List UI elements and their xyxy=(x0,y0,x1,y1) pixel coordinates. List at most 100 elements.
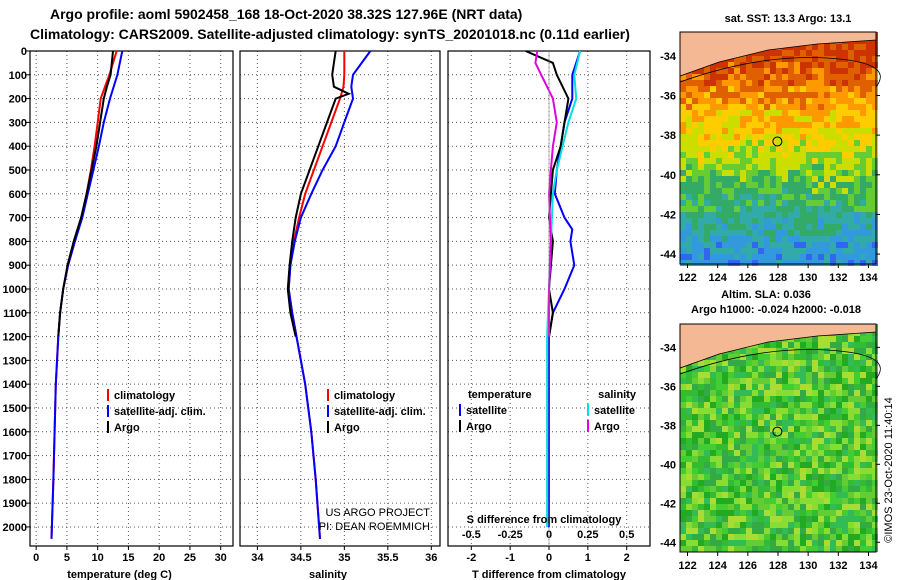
altimetry-map-cell xyxy=(740,360,746,366)
sal-legend-heading: salinity xyxy=(598,389,637,401)
sst-map-cell xyxy=(686,218,692,224)
sst-map-cell xyxy=(830,110,836,116)
altimetry-map-cell xyxy=(812,498,818,504)
sst-map-cell xyxy=(728,218,734,224)
temperature-profile-xtick-label: 25 xyxy=(184,552,196,564)
altimetry-map-cell xyxy=(836,390,842,396)
sst-map-cell xyxy=(860,224,866,230)
sst-map-cell xyxy=(680,218,686,224)
altimetry-map-cell xyxy=(770,480,776,486)
sst-map-cell xyxy=(692,134,698,140)
sst-map-cell xyxy=(710,128,716,134)
sst-map-cell xyxy=(680,164,686,170)
altimetry-map-cell xyxy=(818,432,824,438)
sst-map-cell xyxy=(716,74,722,80)
altimetry-map-cell xyxy=(866,528,872,534)
sst-map-cell xyxy=(764,140,770,146)
sst-map-cell xyxy=(794,170,800,176)
altimetry-map-cell xyxy=(782,378,788,384)
sst-map-cell xyxy=(800,56,806,62)
altimetry-map-cell xyxy=(830,420,836,426)
sst-map-cell xyxy=(812,62,818,68)
sst-map-cell xyxy=(848,128,854,134)
altimetry-map-cell xyxy=(740,438,746,444)
altimetry-map-cell xyxy=(860,516,866,522)
altimetry-map-cell xyxy=(872,408,878,414)
altimetry-map-cell xyxy=(824,414,830,420)
altimetry-map-cell xyxy=(776,420,782,426)
altimetry-map-cell xyxy=(704,528,710,534)
sst-map-cell xyxy=(842,86,848,92)
altimetry-map-cell xyxy=(830,522,836,528)
altimetry-map-cell xyxy=(740,504,746,510)
sst-map-cell xyxy=(782,146,788,152)
altimetry-map-cell xyxy=(734,366,740,372)
sst-map-cell xyxy=(800,128,806,134)
altimetry-map-cell xyxy=(848,444,854,450)
altimetry-map-cell xyxy=(806,486,812,492)
sst-map-cell xyxy=(776,218,782,224)
altimetry-map-cell xyxy=(848,336,854,342)
sst-map-cell xyxy=(872,116,878,122)
altimetry-map-cell xyxy=(842,396,848,402)
altimetry-map-cell xyxy=(758,474,764,480)
altimetry-map-cell xyxy=(704,384,710,390)
sst-map-cell xyxy=(872,236,878,242)
sst-map-cell xyxy=(758,158,764,164)
altimetry-map-cell xyxy=(752,438,758,444)
sst-map-cell xyxy=(764,98,770,104)
sst-map-cell xyxy=(686,74,692,80)
altimetry-map-cell xyxy=(800,378,806,384)
sst-map-cell xyxy=(806,176,812,182)
altimetry-map-cell xyxy=(710,426,716,432)
altimetry-map-cell xyxy=(800,462,806,468)
sst-map-cell xyxy=(848,212,854,218)
sst-map-cell xyxy=(764,248,770,254)
altimetry-map-cell xyxy=(812,432,818,438)
sst-map-cell xyxy=(710,206,716,212)
altimetry-map-cell xyxy=(704,360,710,366)
altimetry-map-cell xyxy=(752,426,758,432)
salinity-profile-legend-label: climatology xyxy=(334,390,396,402)
sst-map-cell xyxy=(788,206,794,212)
sst-map-cell xyxy=(746,74,752,80)
sst-map-cell xyxy=(704,194,710,200)
sst-map-cell xyxy=(698,230,704,236)
sst-map-cell xyxy=(752,194,758,200)
sst-map-cell xyxy=(704,122,710,128)
sst-map-cell xyxy=(824,68,830,74)
sst-map-cell xyxy=(794,242,800,248)
altimetry-map-cell xyxy=(794,468,800,474)
sst-map-cell xyxy=(824,224,830,230)
sst-map-cell xyxy=(860,86,866,92)
sst-map-cell xyxy=(824,152,830,158)
altimetry-map-cell xyxy=(842,354,848,360)
altimetry-map-cell xyxy=(782,504,788,510)
temperature-profile-frame xyxy=(29,50,234,547)
altimetry-map-cell xyxy=(842,450,848,456)
sst-map-cell xyxy=(716,182,722,188)
altimetry-map-cell xyxy=(704,498,710,504)
sst-map-cell xyxy=(836,140,842,146)
sst-map-cell xyxy=(836,224,842,230)
altimetry-map-cell xyxy=(836,480,842,486)
altimetry-map-cell xyxy=(710,528,716,534)
altimetry-map-cell xyxy=(782,372,788,378)
altimetry-map-cell xyxy=(848,402,854,408)
altimetry-map-cell xyxy=(704,516,710,522)
sst-map-cell xyxy=(764,92,770,98)
altimetry-map-cell xyxy=(728,498,734,504)
altimetry-map-cell xyxy=(830,360,836,366)
sst-map-cell xyxy=(824,50,830,56)
sst-map-cell xyxy=(800,224,806,230)
sst-map-cell xyxy=(860,206,866,212)
altimetry-map-cell xyxy=(872,384,878,390)
altimetry-map-cell xyxy=(848,462,854,468)
sst-map-cell xyxy=(686,122,692,128)
altimetry-map-cell xyxy=(716,372,722,378)
altimetry-map-cell xyxy=(698,426,704,432)
sst-map-cell xyxy=(812,206,818,212)
sst-map-cell xyxy=(866,242,872,248)
altimetry-map-cell xyxy=(728,384,734,390)
altimetry-map-cell xyxy=(692,444,698,450)
